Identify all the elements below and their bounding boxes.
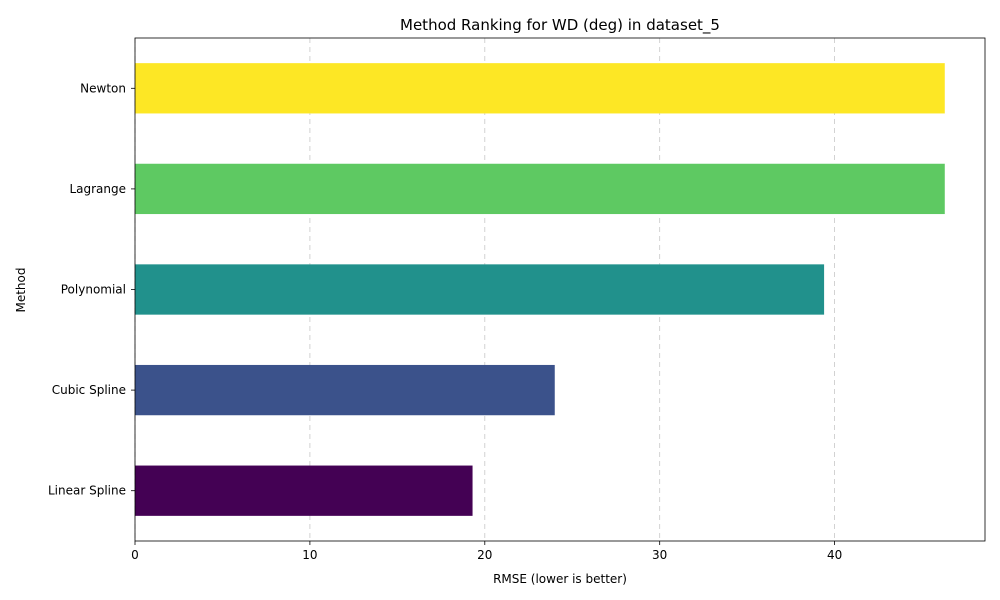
bar-cubic-spline	[135, 364, 555, 416]
chart-title: Method Ranking for WD (deg) in dataset_5	[400, 16, 720, 35]
y-tick-label: Lagrange	[69, 182, 126, 196]
y-tick-label: Cubic Spline	[52, 383, 126, 397]
bar-polynomial	[135, 264, 825, 315]
x-tick-label: 40	[827, 548, 842, 562]
bar-lagrange	[135, 163, 945, 215]
plot-frame	[134, 37, 986, 542]
y-tick-label: Linear Spline	[48, 484, 126, 498]
bar-linear-spline	[135, 465, 473, 516]
y-tick-label: Polynomial	[61, 283, 126, 297]
x-tick-label: 10	[302, 548, 317, 562]
y-tick-label: Newton	[80, 81, 126, 95]
bar-newton	[135, 63, 945, 114]
y-axis-label: Method	[14, 267, 28, 312]
axes-layer: 0 10 20 30 40 Linear Spline Cubic Spline Polyno…	[48, 37, 986, 562]
bar-layer	[135, 63, 945, 516]
x-tick-label: 30	[652, 548, 667, 562]
x-axis-label: RMSE (lower is better)	[493, 572, 627, 586]
x-tick-label: 20	[477, 548, 492, 562]
x-tick-label: 0	[131, 548, 139, 562]
